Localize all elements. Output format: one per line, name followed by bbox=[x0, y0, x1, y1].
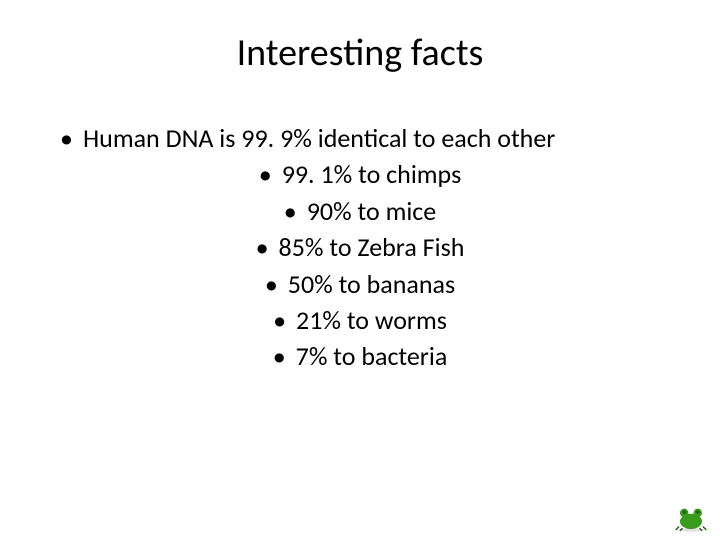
bullet-dot-icon: • bbox=[284, 193, 297, 229]
bullet-dot-icon: • bbox=[60, 120, 73, 156]
bullet-text: 85% to Zebra Fish bbox=[279, 231, 465, 263]
bullet-dot-icon: • bbox=[265, 266, 278, 302]
bullet-dot-icon: • bbox=[256, 229, 269, 265]
list-item: • 50% to bananas bbox=[60, 266, 660, 302]
bullet-text: 90% to mice bbox=[307, 195, 437, 227]
bullet-dot-icon: • bbox=[273, 338, 286, 374]
slide: Interesting facts •Human DNA is 99. 9% i… bbox=[0, 0, 720, 540]
bullet-text: 99. 1% to chimps bbox=[282, 158, 462, 190]
page-title: Interesting facts bbox=[60, 30, 660, 76]
list-item: • 85% to Zebra Fish bbox=[60, 229, 660, 265]
list-item: • 99. 1% to chimps bbox=[60, 156, 660, 192]
bullet-text: 50% to bananas bbox=[288, 268, 455, 300]
list-item: • 21% to worms bbox=[60, 302, 660, 338]
list-item: • Human DNA is 99. 9% identical to each o… bbox=[60, 120, 660, 156]
list-item: • 90% to mice bbox=[60, 193, 660, 229]
bullet-text: 21% to worms bbox=[296, 304, 447, 336]
list-item: • 7% to bacteria bbox=[60, 338, 660, 374]
bullet-text: Human DNA is 99. 9% identical to each ot… bbox=[83, 122, 555, 154]
frog-icon bbox=[674, 504, 708, 532]
bullet-list: •Human DNA is 99. 9% identical to each o… bbox=[60, 120, 660, 375]
bullet-text: 7% to bacteria bbox=[296, 340, 448, 372]
bullet-dot-icon: • bbox=[273, 302, 286, 338]
bullet-dot-icon: • bbox=[259, 156, 272, 192]
